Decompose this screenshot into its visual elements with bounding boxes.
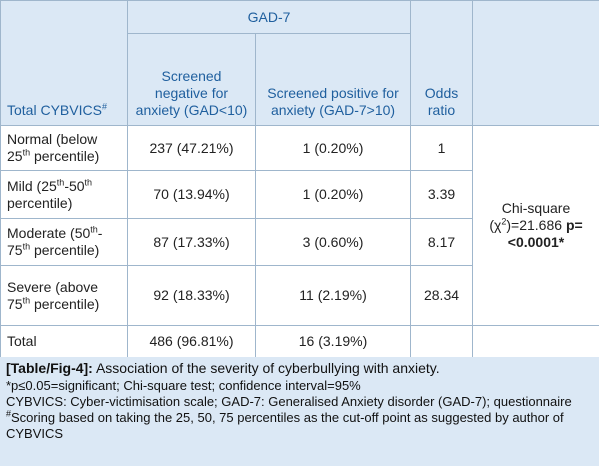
text-part: Moderate (50 (7, 225, 91, 241)
text-part: Total CYBVICS (7, 102, 102, 118)
caption: [Table/Fig-4]: Association of the severi… (0, 357, 599, 466)
text-part: 2 (501, 216, 507, 227)
row-label: Severe (above 75th percentile) (0, 265, 128, 326)
text-part: # (6, 408, 12, 419)
table-row: Normal (below 25th percentile) 237 (47.21… (0, 125, 599, 326)
caption-line: *p≤0.05=significant; Chi-square test; co… (6, 378, 593, 394)
text-part: Severe (above 75 (7, 278, 99, 312)
caption-line: CYBVICS: Cyber-victimisation scale; GAD-… (6, 394, 593, 410)
text-part: CYBVICS: Cyber-victimisation scale; GAD-… (6, 394, 572, 409)
text-part: Normal (below 25 (7, 131, 98, 164)
text-part: -75 (7, 225, 103, 258)
text-part: Chi-square (χ (489, 200, 571, 233)
header-cell: GAD-7 (126, 0, 412, 34)
text-part: Association of the severity of cyberbull… (92, 360, 440, 376)
results-table: Total CYBVICS# GAD-7 Odds ratio Screened… (0, 0, 599, 358)
text-part: percentile) (7, 194, 73, 211)
cell (472, 325, 599, 358)
cell: 16 (3.19%) (254, 325, 412, 358)
header-cell: Total CYBVICS# (0, 0, 128, 126)
cell: 28.34 (410, 265, 474, 326)
cell: 70 (13.94%) (127, 170, 256, 219)
text-part: *p≤0.05=significant; Chi-square test; co… (6, 378, 361, 393)
text-part: percentile) (30, 242, 100, 258)
cell: 3 (0.60%) (254, 218, 412, 266)
caption-line: #Scoring based on taking the 25, 50, 75 … (6, 408, 593, 442)
text-part: Mild (25 (7, 177, 57, 194)
text-part: percentile) (30, 295, 100, 312)
text-part: th (56, 176, 65, 187)
table-row: Severe (above 75th percentile) 92 (18.33%… (0, 265, 599, 326)
text-part: [Table/Fig-4]: (6, 360, 93, 376)
row-label: Normal (below 25th percentile) (0, 125, 128, 171)
caption-line: [Table/Fig-4]: Association of the severi… (6, 360, 593, 376)
header-cell (472, 0, 599, 126)
text-part: th (22, 294, 31, 305)
text-part: th (22, 147, 31, 158)
table-row: Mild (25th-50th percentile) 70 (13.94%) 1 … (0, 170, 599, 219)
cell: 3.39 (410, 170, 474, 219)
row-label: Total (0, 325, 128, 358)
cell: 8.17 (410, 218, 474, 266)
cell: 1 (0.20%) (254, 170, 412, 219)
header-cell: Screened positive for anxiety (GAD-7>10) (254, 33, 412, 126)
text-part: th (22, 241, 31, 252)
cell: 486 (96.81%) (127, 325, 256, 358)
text-part: Scoring based on taking the 25, 50, 75 p… (6, 410, 564, 441)
text-part: # (101, 101, 107, 112)
header-cell: Screened negative for anxiety (GAD<10) (127, 33, 256, 126)
text-part: th (84, 176, 93, 187)
header-cell: Odds ratio (410, 0, 474, 126)
cell: 1 (410, 125, 474, 171)
text-part: )=21.686 (506, 217, 566, 233)
statistic-cell: Chi-square (χ2)=21.686 p=<0.0001* (472, 125, 599, 326)
text-part: percentile) (30, 148, 100, 164)
text-part: -50 (64, 177, 85, 194)
text-part: p=<0.0001* (507, 217, 583, 250)
cell: 11 (2.19%) (254, 265, 412, 326)
table-body: Normal (below 25th percentile) 237 (47.21… (0, 125, 599, 358)
text-part: Total (7, 333, 37, 349)
cell (410, 325, 474, 358)
row-label: Moderate (50th-75th percentile) (0, 218, 128, 266)
cell: 87 (17.33%) (127, 218, 256, 266)
cell: 1 (0.20%) (254, 125, 412, 171)
cell: 237 (47.21%) (127, 125, 256, 171)
table-row: Moderate (50th-75th percentile) 87 (17.33… (0, 218, 599, 266)
table-row: Total 486 (96.81%) 16 (3.19%) (0, 325, 599, 358)
cell: 92 (18.33%) (127, 265, 256, 326)
text-part: th (90, 224, 98, 235)
row-label: Mild (25th-50th percentile) (0, 170, 128, 219)
